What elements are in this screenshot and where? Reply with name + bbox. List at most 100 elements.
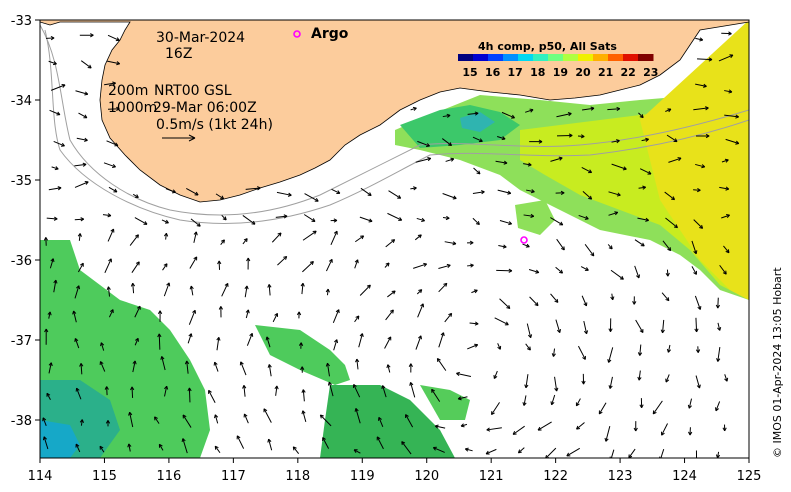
current-vector	[208, 389, 216, 403]
current-vector	[695, 450, 698, 458]
current-vector	[79, 363, 84, 375]
current-vector	[242, 385, 247, 397]
current-vector	[162, 263, 168, 271]
current-vector	[134, 305, 141, 318]
x-tick-label: 124	[672, 469, 697, 484]
current-vector	[77, 233, 82, 241]
current-vector	[275, 214, 288, 219]
current-vector	[525, 108, 534, 113]
colorbar-tick-label: 18	[530, 66, 545, 79]
colorbar-swatch	[548, 54, 564, 61]
current-vector	[469, 321, 479, 326]
current-vector	[107, 106, 120, 111]
current-vector	[724, 374, 729, 382]
current-vector	[213, 361, 219, 372]
current-vector	[298, 342, 304, 349]
x-tick-label: 122	[543, 469, 568, 484]
current-vector	[187, 387, 192, 403]
current-vector	[661, 292, 670, 302]
current-vector	[556, 112, 572, 118]
current-vector	[432, 446, 445, 453]
current-vector	[331, 188, 341, 194]
current-vector	[220, 239, 225, 245]
current-vector	[104, 258, 112, 273]
current-vector	[157, 310, 163, 322]
current-vector	[556, 238, 565, 251]
current-vector	[578, 345, 586, 360]
current-vector	[277, 255, 288, 266]
current-vector	[416, 217, 425, 222]
current-vector	[388, 190, 402, 199]
current-vector	[467, 240, 474, 245]
current-vector	[695, 346, 701, 353]
current-vector	[330, 230, 338, 245]
current-vector	[522, 243, 530, 248]
current-vector	[444, 312, 453, 323]
current-vector	[161, 219, 169, 224]
current-vector	[688, 427, 693, 436]
current-vector	[378, 416, 384, 427]
current-vector	[127, 443, 132, 452]
colorbar-tick-label: 23	[643, 66, 658, 79]
vector-scale-arrow	[162, 134, 196, 142]
current-vector	[496, 268, 513, 273]
current-vector	[99, 445, 105, 453]
current-vector	[51, 166, 59, 171]
current-vector	[550, 394, 556, 406]
x-tick-label: 118	[285, 469, 310, 484]
colorbar-tick-label: 20	[575, 66, 591, 79]
current-vector	[214, 445, 221, 454]
current-vector	[431, 388, 441, 402]
current-vector	[108, 186, 118, 193]
current-vector	[359, 216, 373, 223]
current-vector	[106, 60, 121, 66]
current-vector	[107, 228, 115, 242]
current-vector	[193, 231, 198, 243]
current-vector	[584, 244, 595, 257]
x-tick-label: 125	[737, 469, 762, 484]
current-vector	[45, 35, 55, 41]
current-vector	[725, 138, 740, 145]
colorbar-swatch	[518, 54, 534, 61]
current-vector	[79, 419, 84, 426]
current-vector	[473, 167, 481, 175]
copyright-notice: © IMOS 01-Apr-2024 13:05 Hobart	[771, 267, 784, 458]
colorbar-swatch	[623, 54, 639, 61]
current-vector	[659, 448, 665, 458]
current-vector	[662, 240, 672, 252]
current-vector	[381, 385, 387, 398]
current-vector	[302, 230, 317, 241]
date-label: 30-Mar-2024	[156, 30, 245, 46]
current-vector	[696, 133, 710, 139]
current-vector	[442, 193, 457, 200]
current-vector	[717, 322, 722, 331]
current-vector	[108, 309, 114, 318]
current-vector	[634, 239, 645, 247]
current-vector	[46, 216, 58, 221]
current-vector	[467, 111, 479, 116]
current-vector	[555, 190, 565, 196]
current-vector	[359, 284, 371, 296]
current-vector	[442, 215, 450, 221]
current-vector	[499, 298, 511, 309]
current-vector	[104, 81, 116, 86]
x-tick-label: 114	[28, 469, 53, 484]
y-axis: -33 -34 -35 -36 -37 -38	[11, 14, 40, 429]
current-vector	[186, 187, 199, 196]
current-vector	[75, 90, 89, 96]
colorbar-swatch	[593, 54, 609, 61]
current-vector	[132, 193, 139, 198]
current-vector	[274, 385, 279, 396]
current-vector	[236, 435, 245, 449]
current-vector	[664, 191, 676, 201]
current-vector	[325, 288, 330, 296]
current-vector	[661, 423, 668, 436]
current-vector	[189, 256, 198, 269]
current-vector	[301, 410, 307, 423]
current-vector	[722, 424, 727, 432]
y-tick-label: -34	[11, 94, 32, 109]
current-vector	[715, 451, 721, 458]
current-vector	[522, 395, 527, 406]
current-vector	[385, 239, 396, 248]
current-vector	[464, 447, 473, 452]
